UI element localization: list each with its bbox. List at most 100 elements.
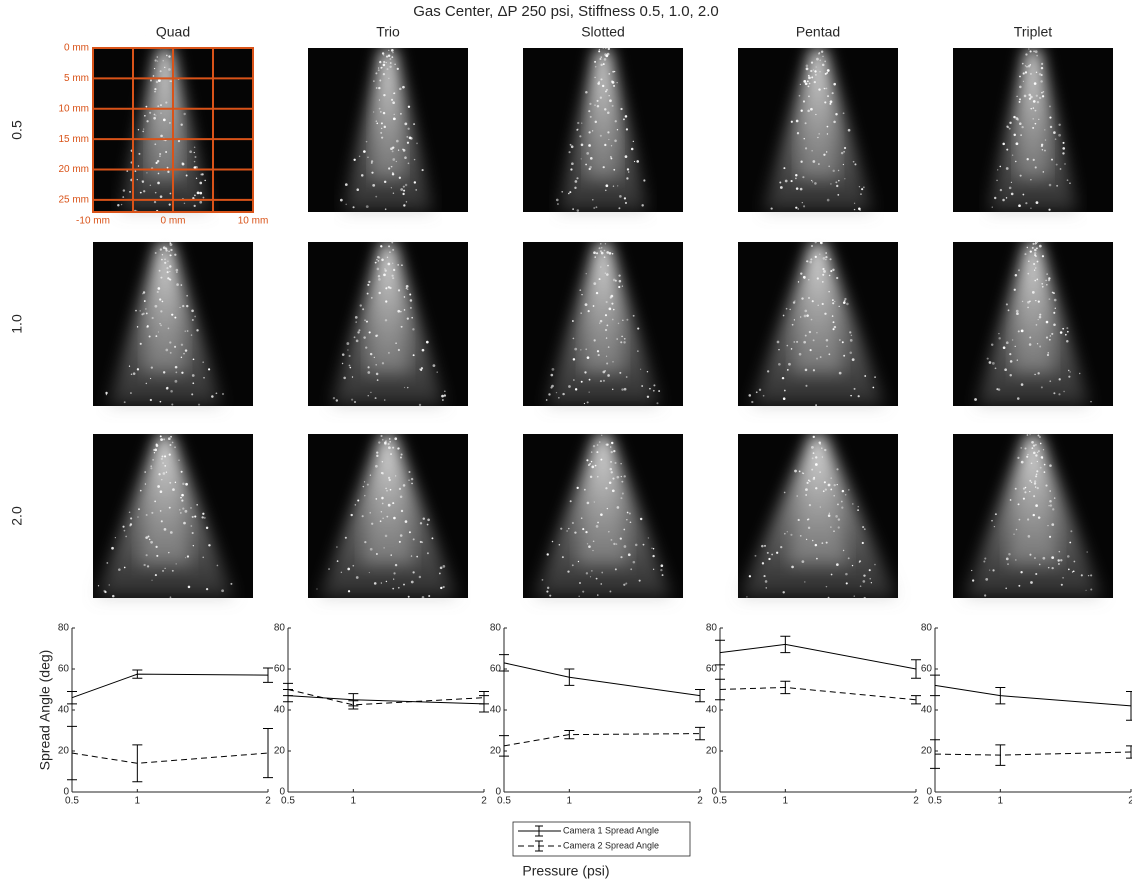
speckle [830,183,832,185]
speckle [1048,208,1051,211]
series-line [719,643,917,670]
speckle [797,208,799,210]
speckle [858,207,860,210]
speckle [776,340,780,344]
speckle [195,165,198,169]
speckle [620,556,623,559]
speckle [1035,324,1038,326]
speckle [139,342,142,345]
spray-image [953,241,1113,406]
speckle [1051,523,1055,526]
speckle [354,400,357,403]
speckle [791,565,794,569]
speckle [808,504,812,507]
speckle [400,188,404,191]
speckle [751,400,754,404]
speckle [383,60,386,64]
speckle [790,120,793,123]
speckle [991,206,993,208]
speckle [1032,513,1035,517]
speckle [371,522,374,525]
speckle [415,189,417,191]
speckle [368,571,370,574]
speckle [550,373,554,377]
speckle [815,456,818,459]
speckle [1052,508,1055,511]
speckle [589,475,593,479]
speckle [392,277,395,280]
speckle [125,535,127,538]
speckle [332,396,336,400]
speckle [1051,566,1054,570]
speckle [180,343,184,346]
speckle [577,560,580,563]
speckle [819,253,821,255]
speckle [103,589,106,593]
error-bar [132,744,143,783]
speckle [606,443,609,446]
speckle [399,534,403,537]
spray-core [786,434,850,566]
speckle [1022,72,1025,75]
speckle [387,262,391,266]
speckle [142,293,144,295]
speckle [1032,126,1035,129]
speckle [1023,94,1027,98]
speckle [862,186,865,189]
speckle [593,501,596,503]
speckle [606,362,609,365]
speckle [1015,528,1018,531]
speckle [1015,117,1019,120]
speckle [548,393,551,396]
speckle [609,467,613,471]
speckle [661,574,664,577]
speckle [840,151,844,155]
speckle [1005,167,1009,170]
speckle [155,115,157,117]
speckle [367,395,369,397]
speckle [818,88,821,91]
speckle [381,438,384,441]
speckle [165,249,168,252]
speckle [990,343,994,346]
speckle [192,545,194,547]
speckle [1007,126,1009,128]
speckle [159,155,161,157]
speckle [152,458,155,461]
speckle [1086,551,1088,553]
speckle [152,75,155,77]
error-bar [67,725,77,781]
speckle [827,95,830,98]
speckle [420,367,424,370]
speckle [545,399,548,401]
speckle [829,100,833,104]
speckle [602,379,606,382]
speckle [568,151,571,154]
speckle [630,147,634,151]
speckle [558,396,560,399]
speckle [816,357,818,360]
speckle [1071,571,1074,573]
speckle [622,319,624,321]
speckle [416,555,418,558]
speckle [815,66,817,68]
speckle [800,109,803,112]
speckle [1039,345,1042,348]
speckle [626,511,629,514]
speckle [374,261,377,264]
speckle [647,537,650,539]
speckle [344,183,348,186]
speckle [549,594,552,597]
speckle [614,279,617,282]
speckle [1041,149,1044,151]
speckle [169,254,172,257]
speckle [805,384,808,387]
speckle [586,401,589,404]
speckle [143,190,146,193]
speckle [168,250,171,253]
speckle [394,437,398,441]
speckle [791,323,794,326]
speckle [159,70,162,73]
speckle [805,488,808,491]
speckle [1009,121,1012,125]
